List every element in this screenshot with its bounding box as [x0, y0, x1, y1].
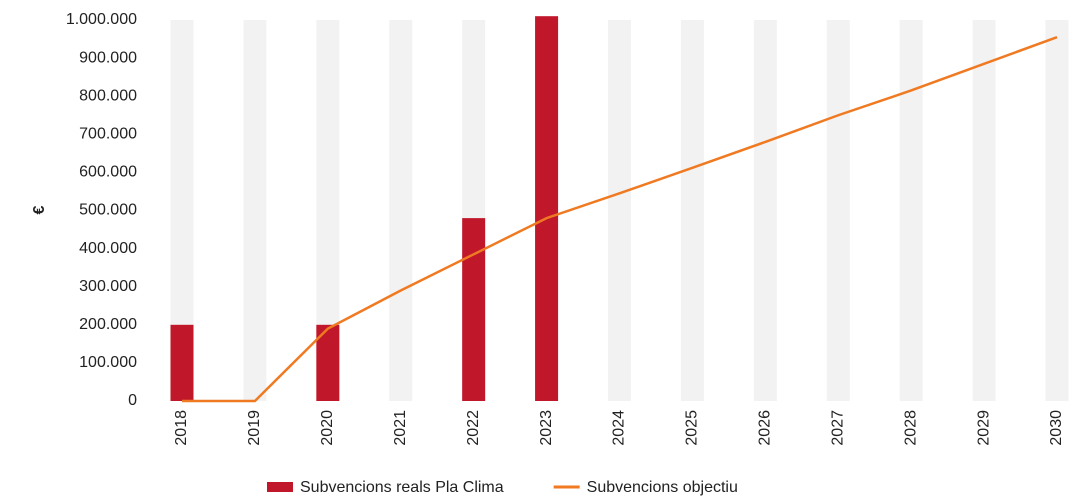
y-tick-label: 800.000 — [79, 87, 137, 104]
y-axis-label: € — [31, 205, 48, 214]
x-tick-label: 2024 — [611, 410, 628, 446]
category-band — [899, 20, 923, 401]
y-tick-label: 300.000 — [79, 278, 137, 295]
y-tick-label: 0 — [128, 392, 137, 409]
y-tick-label: 700.000 — [79, 126, 137, 143]
y-tick-label: 100.000 — [79, 354, 137, 371]
bar — [170, 324, 194, 401]
x-tick-label: 2023 — [538, 410, 555, 446]
x-tick-label: 2029 — [975, 410, 992, 446]
category-band — [1045, 20, 1069, 401]
x-tick-label: 2022 — [465, 410, 482, 446]
category-band — [243, 20, 267, 401]
bar — [462, 218, 486, 401]
x-tick-label: 2025 — [684, 410, 701, 446]
x-tick-label: 2018 — [173, 410, 190, 446]
x-tick-label: 2020 — [319, 410, 336, 446]
bar — [316, 324, 340, 401]
category-band — [608, 20, 631, 401]
category-band — [170, 20, 194, 401]
category-band — [316, 20, 340, 401]
bar — [535, 16, 559, 401]
y-tick-label: 200.000 — [79, 316, 137, 333]
category-band — [753, 20, 777, 401]
y-tick-label: 600.000 — [79, 164, 137, 181]
line — [182, 35, 1058, 403]
category-band — [680, 20, 704, 401]
x-tick-label: 2026 — [757, 410, 774, 446]
x-tick-label: 2027 — [829, 410, 846, 446]
y-tick-label: 900.000 — [79, 49, 137, 66]
x-tick-label: 2021 — [392, 410, 409, 446]
category-band — [826, 20, 850, 401]
x-tick-label: 2028 — [902, 410, 919, 446]
category-band — [389, 20, 413, 401]
y-tick-label: 400.000 — [79, 240, 137, 257]
x-tick-label: 2019 — [246, 410, 263, 446]
y-tick-label: 500.000 — [79, 202, 137, 219]
legend-label: Subvencions reals Pla Clima — [300, 479, 504, 496]
x-tick-label: 2030 — [1048, 410, 1065, 446]
category-band — [972, 20, 996, 401]
y-tick-label: 1.000.000 — [66, 11, 137, 28]
legend-swatch — [267, 482, 293, 492]
legend-label: Subvencions objectiu — [587, 479, 738, 496]
